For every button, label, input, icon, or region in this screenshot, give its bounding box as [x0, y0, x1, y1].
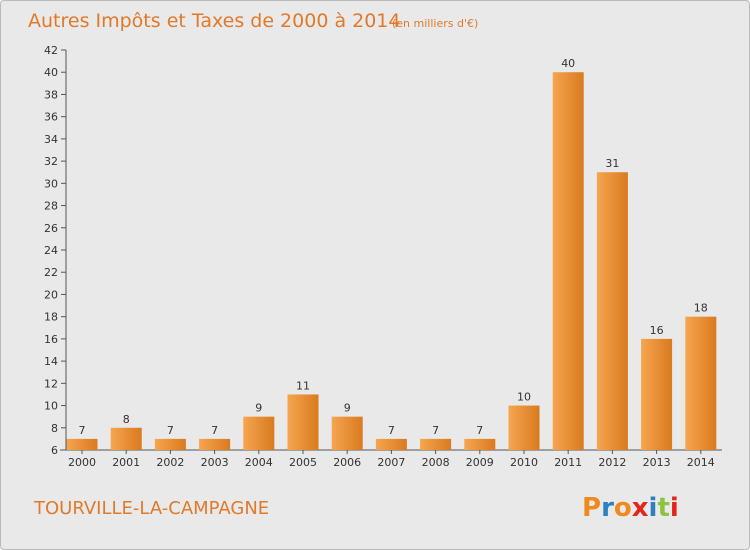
- x-tick-label-2001: 2001: [112, 456, 140, 469]
- bar-2010: [508, 405, 540, 450]
- place-name: TOURVILLE-LA-CAMPAGNE: [33, 498, 269, 519]
- y-tick-label: 42: [44, 44, 58, 57]
- y-tick-label: 26: [44, 222, 58, 235]
- x-tick-label-2004: 2004: [245, 456, 273, 469]
- value-label-2005: 11: [296, 379, 310, 392]
- x-tick-label-2005: 2005: [289, 456, 317, 469]
- bar-2012: [596, 172, 628, 450]
- value-label-2009: 7: [476, 424, 483, 437]
- bar-2000: [66, 438, 98, 450]
- bar-2008: [420, 438, 452, 450]
- value-label-2003: 7: [211, 424, 218, 437]
- value-label-2001: 8: [123, 413, 130, 426]
- y-tick-label: 36: [44, 111, 58, 124]
- bar-2014: [685, 316, 717, 450]
- value-label-2014: 18: [694, 302, 708, 315]
- y-tick-label: 38: [44, 88, 58, 101]
- value-label-2011: 40: [561, 57, 575, 70]
- y-tick-label: 30: [44, 177, 58, 190]
- bars: 7 8 7 7 9 11 9 7 7 7 10 40 31 16 18: [66, 57, 717, 450]
- brand-letter: t: [657, 493, 669, 523]
- x-tick-label-2013: 2013: [643, 456, 671, 469]
- bar-2013: [641, 338, 673, 450]
- brand-letter: P: [582, 493, 601, 523]
- brand-letter: i: [649, 493, 658, 523]
- chart-title: Autres Impôts et Taxes de 2000 à 2014: [28, 10, 401, 32]
- y-tick-label: 10: [44, 400, 58, 413]
- x-tick-label-2009: 2009: [466, 456, 494, 469]
- bar-2004: [243, 416, 275, 450]
- x-tick-label-2010: 2010: [510, 456, 538, 469]
- bar-2001: [110, 427, 142, 450]
- x-tick-label-2006: 2006: [333, 456, 361, 469]
- value-label-2012: 31: [605, 157, 619, 170]
- proxiti-logo: Proxiti: [582, 493, 679, 523]
- x-tick-label-2003: 2003: [201, 456, 229, 469]
- x-tick-label-2007: 2007: [377, 456, 405, 469]
- y-tick-label: 20: [44, 288, 58, 301]
- bar-2009: [464, 438, 496, 450]
- brand-letter: o: [614, 493, 632, 523]
- x-tick-label-2000: 2000: [68, 456, 96, 469]
- value-label-2006: 9: [344, 402, 351, 415]
- value-label-2007: 7: [388, 424, 395, 437]
- y-tick-label: 8: [51, 422, 58, 435]
- y-tick-label: 22: [44, 266, 58, 279]
- bar-2011: [552, 72, 584, 450]
- x-tick-label-2011: 2011: [554, 456, 582, 469]
- bar-2002: [154, 438, 186, 450]
- y-ticks: 6 8 10 12 14 16 18 20 22 24 26 28 30 32 34 36 38 40 42: [44, 44, 66, 457]
- y-tick-label: 40: [44, 66, 58, 79]
- bar-2005: [287, 394, 319, 450]
- x-ticks: 2000 2001 2002 2003 2004 2005 2006 2007 2008 2009…: [68, 450, 715, 469]
- y-tick-label: 28: [44, 200, 58, 213]
- y-tick-label: 18: [44, 311, 58, 324]
- value-label-2000: 7: [79, 424, 86, 437]
- unit-label: (en milliers d'€): [392, 17, 478, 30]
- value-label-2008: 7: [432, 424, 439, 437]
- bar-2006: [331, 416, 363, 450]
- value-label-2013: 16: [650, 324, 664, 337]
- x-tick-label-2008: 2008: [422, 456, 450, 469]
- value-label-2002: 7: [167, 424, 174, 437]
- bar-2007: [375, 438, 407, 450]
- x-tick-label-2002: 2002: [156, 456, 184, 469]
- brand-letter: r: [601, 493, 614, 523]
- y-tick-label: 6: [51, 444, 58, 457]
- value-label-2004: 9: [255, 402, 262, 415]
- value-label-2010: 10: [517, 391, 531, 404]
- y-tick-label: 16: [44, 333, 58, 346]
- y-tick-label: 32: [44, 155, 58, 168]
- bar-2003: [199, 438, 231, 450]
- brand-letter: i: [670, 493, 679, 523]
- y-tick-label: 12: [44, 377, 58, 390]
- brand-letter: x: [632, 493, 649, 523]
- x-tick-label-2014: 2014: [687, 456, 715, 469]
- y-tick-label: 24: [44, 244, 58, 257]
- y-tick-label: 34: [44, 133, 58, 146]
- y-tick-label: 14: [44, 355, 58, 368]
- x-tick-label-2012: 2012: [598, 456, 626, 469]
